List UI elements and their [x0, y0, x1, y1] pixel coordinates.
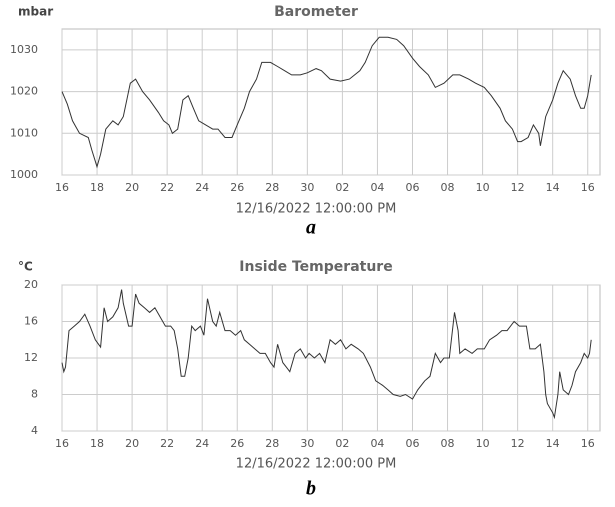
x-tick-label: 20	[125, 181, 139, 194]
x-tick-label: 04	[370, 437, 384, 450]
x-tick-label: 16	[55, 181, 69, 194]
panel-caption: b	[306, 478, 316, 500]
x-tick-label: 28	[265, 437, 279, 450]
y-unit-label: mbar	[18, 5, 53, 19]
y-tick-label: 1010	[10, 126, 38, 139]
x-tick-label: 24	[195, 437, 209, 450]
x-tick-label: 24	[195, 181, 209, 194]
y-tick-label: 16	[24, 315, 38, 328]
x-tick-label: 10	[476, 181, 490, 194]
line	[61, 36, 592, 169]
x-tick-label: 10	[476, 437, 490, 450]
x-tick-label: 14	[546, 437, 560, 450]
x-tick-label: 08	[441, 181, 455, 194]
x-tick-label: 16	[581, 437, 595, 450]
chart-title: Barometer	[274, 4, 358, 20]
x-tick-label: 02	[335, 437, 349, 450]
chart-title: Inside Temperature	[239, 259, 392, 275]
x-tick-label: 02	[335, 181, 349, 194]
x-tick-label: 06	[405, 181, 419, 194]
x-tick-label: 26	[230, 437, 244, 450]
y-tick-label: 1020	[10, 85, 38, 98]
x-tick-label: 18	[90, 437, 104, 450]
line	[61, 289, 592, 420]
y-tick-label: 12	[24, 351, 38, 364]
x-axis-label: 12/16/2022 12:00:00 PM	[236, 457, 397, 472]
plot-area	[61, 28, 601, 176]
x-tick-label: 16	[55, 437, 69, 450]
y-tick-label: 8	[31, 388, 38, 401]
x-tick-label: 12	[511, 437, 525, 450]
y-tick-label: 1000	[10, 168, 38, 181]
x-tick-label: 26	[230, 181, 244, 194]
x-tick-label: 20	[125, 437, 139, 450]
x-tick-label: 12	[511, 181, 525, 194]
y-unit-label: °C	[18, 260, 33, 274]
x-tick-label: 30	[300, 437, 314, 450]
y-tick-label: 1030	[10, 43, 38, 56]
x-tick-label: 28	[265, 181, 279, 194]
x-tick-label: 18	[90, 181, 104, 194]
x-tick-label: 16	[581, 181, 595, 194]
x-tick-label: 14	[546, 181, 560, 194]
panel-caption: a	[306, 217, 316, 239]
x-tick-label: 06	[405, 437, 419, 450]
y-tick-label: 4	[31, 424, 38, 437]
x-axis-label: 12/16/2022 12:00:00 PM	[236, 202, 397, 217]
x-tick-label: 22	[160, 437, 174, 450]
x-tick-label: 04	[370, 181, 384, 194]
x-tick-label: 30	[300, 181, 314, 194]
x-tick-label: 22	[160, 181, 174, 194]
x-tick-label: 08	[441, 437, 455, 450]
y-tick-label: 20	[24, 278, 38, 291]
